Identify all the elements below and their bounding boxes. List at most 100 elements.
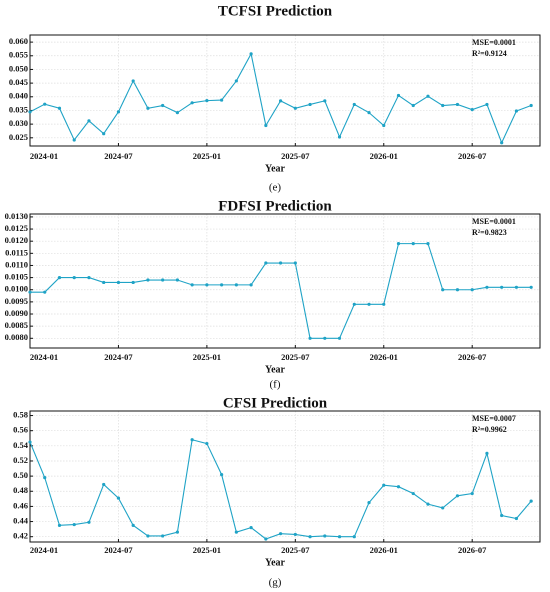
point <box>161 534 165 538</box>
point <box>485 451 489 456</box>
x-tick-label: 2026-01 <box>370 352 398 362</box>
point <box>441 103 445 108</box>
y-tick-label: 0.050 <box>9 63 28 73</box>
y-tick-label: 0.055 <box>9 50 28 60</box>
point <box>278 99 283 103</box>
point <box>220 98 224 102</box>
chart-title: FDFSI Prediction <box>218 198 332 214</box>
y-tick-label: 0.035 <box>9 104 28 114</box>
point <box>382 302 386 306</box>
y-tick-label: 0.56 <box>13 425 28 435</box>
point <box>161 103 165 108</box>
point <box>28 440 32 444</box>
y-tick-label: 0.54 <box>13 440 29 450</box>
x-tick-label: 2026-07 <box>458 545 487 555</box>
point <box>441 288 445 292</box>
x-tick-label: 2025-01 <box>193 151 221 161</box>
chart-title: TCFSI Prediction <box>218 3 333 19</box>
point <box>485 285 489 289</box>
y-tick-label: 0.060 <box>9 36 28 46</box>
chart-title: CFSI Prediction <box>223 395 328 411</box>
point <box>249 283 253 287</box>
point <box>382 123 386 128</box>
point <box>382 483 386 487</box>
x-tick-label: 2025-01 <box>193 545 221 555</box>
y-tick-label: 0.0120 <box>5 235 28 245</box>
y-tick-label: 0.0090 <box>5 308 28 318</box>
point <box>323 534 327 538</box>
point <box>43 102 47 106</box>
point <box>43 476 47 480</box>
plot-frame <box>29 410 541 543</box>
x-tick-label: 2026-07 <box>458 352 487 362</box>
y-tick-label: 0.0080 <box>5 332 28 342</box>
x-tick-label: 2024-07 <box>104 151 133 161</box>
x-tick-label: 2024-01 <box>30 151 58 161</box>
point <box>57 106 62 110</box>
point <box>308 336 312 340</box>
point <box>57 523 62 527</box>
y-tick-label: 0.025 <box>9 132 28 142</box>
point <box>293 106 297 110</box>
point <box>455 288 460 292</box>
y-tick-label: 0.0125 <box>5 223 28 233</box>
point <box>28 290 32 294</box>
point <box>190 438 194 442</box>
point <box>146 534 150 538</box>
x-tick-label: 2024-01 <box>30 545 58 555</box>
point <box>514 285 519 289</box>
point <box>337 535 342 539</box>
point <box>234 530 238 534</box>
y-tick-label: 0.0130 <box>5 211 28 221</box>
point <box>102 280 106 285</box>
annotation: MSE=0.0007 <box>472 414 516 423</box>
point <box>72 276 76 280</box>
point <box>426 94 430 98</box>
point <box>87 119 91 123</box>
line <box>29 439 532 540</box>
point <box>426 242 430 246</box>
point <box>131 523 135 527</box>
point <box>234 283 238 287</box>
point <box>308 102 312 107</box>
point <box>323 99 327 103</box>
point <box>411 103 415 108</box>
point <box>293 532 297 537</box>
caption: (e) <box>269 182 282 194</box>
y-tick-label: 0.46 <box>13 500 28 510</box>
plot-frame <box>29 34 541 147</box>
point <box>249 526 253 530</box>
annotation: R²=0.9823 <box>472 228 507 237</box>
point <box>161 278 165 282</box>
y-tick-label: 0.0100 <box>5 284 28 294</box>
point <box>337 135 342 139</box>
point <box>367 501 371 505</box>
point <box>441 506 445 510</box>
x-tick-label: 2025-07 <box>281 545 310 555</box>
point <box>426 502 430 506</box>
y-tick-label: 0.58 <box>13 409 28 419</box>
point <box>470 288 474 292</box>
point <box>234 79 238 83</box>
point <box>116 280 121 285</box>
point <box>116 110 121 114</box>
point <box>293 261 297 265</box>
point <box>485 102 489 107</box>
point <box>146 278 150 282</box>
point <box>205 441 209 446</box>
point <box>500 285 504 289</box>
y-tick-label: 0.48 <box>13 485 28 495</box>
point <box>352 535 356 539</box>
x-tick-label: 2026-07 <box>458 151 487 161</box>
y-tick-label: 0.0105 <box>5 272 28 282</box>
point <box>131 79 135 83</box>
x-tick-label: 2025-07 <box>281 352 310 362</box>
y-tick-label: 0.0095 <box>5 296 28 306</box>
line <box>30 243 532 339</box>
point <box>470 491 474 496</box>
point <box>131 280 135 285</box>
x-tick-label: 2024-01 <box>30 352 58 362</box>
point <box>529 103 533 108</box>
x-axis-label: Year <box>265 364 286 375</box>
point <box>264 123 268 128</box>
